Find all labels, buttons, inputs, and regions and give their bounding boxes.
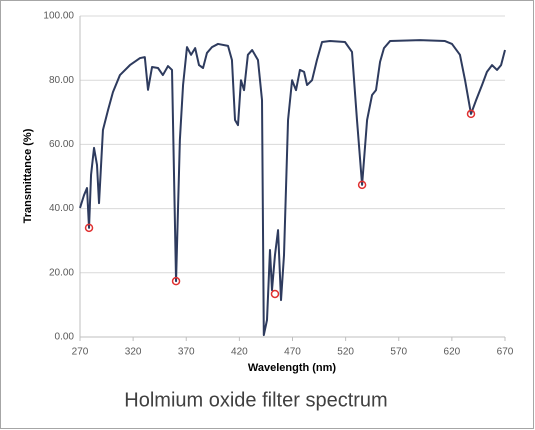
y-tick-label: 80.00	[49, 75, 74, 86]
x-tick-label: 620	[444, 347, 461, 358]
x-tick-label: 470	[284, 347, 301, 358]
x-tick-label: 420	[231, 347, 248, 358]
chart-title: Holmium oxide filter spectrum	[124, 389, 387, 411]
y-tick-label: 0.00	[55, 332, 75, 343]
marker	[84, 223, 94, 233]
x-tick-label: 270	[72, 347, 89, 358]
data-line	[79, 39, 506, 337]
marker	[357, 180, 367, 190]
x-tick-label: 520	[337, 347, 354, 358]
x-tick-label: 370	[178, 347, 195, 358]
y-tick-label: 40.00	[49, 203, 74, 214]
x-tick-label: 570	[390, 347, 407, 358]
y-tick-label: 100.00	[43, 11, 74, 22]
x-tick-label: 670	[497, 347, 514, 358]
marker	[270, 289, 280, 299]
y-tick-label: 60.00	[49, 139, 74, 150]
y-axis-title: Transmittance (%)	[22, 128, 34, 223]
plot	[79, 39, 506, 337]
marker	[171, 276, 181, 286]
marker	[466, 109, 476, 119]
x-tick-label: 320	[125, 347, 142, 358]
x-axis-title: Wavelength (nm)	[248, 362, 337, 374]
y-tick-label: 20.00	[49, 267, 74, 278]
